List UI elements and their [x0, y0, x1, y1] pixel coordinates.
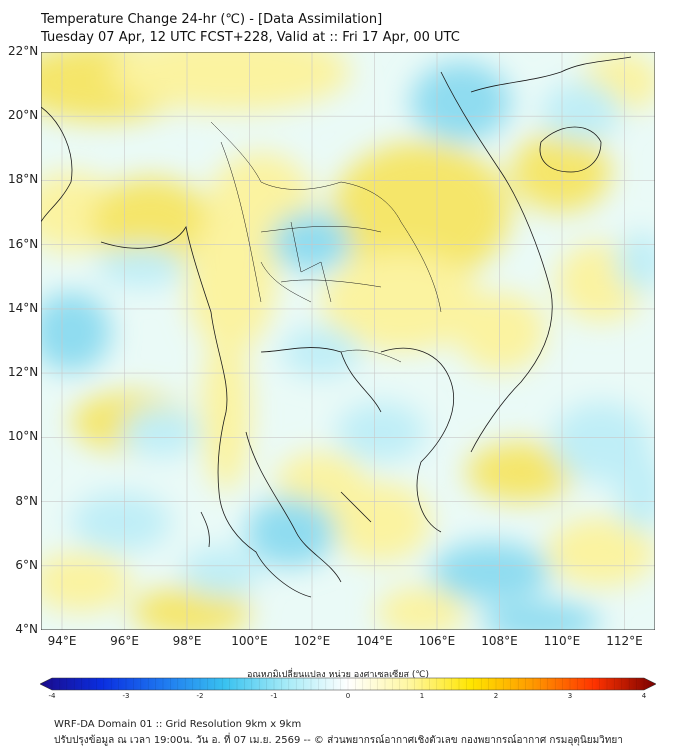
graticule [41, 52, 655, 630]
temperature-change-map [41, 52, 655, 630]
colorbar-tick-label: 1 [419, 692, 425, 700]
lat-tick-label: 4°N [15, 622, 38, 636]
lat-tick-label: 8°N [15, 493, 38, 508]
lon-tick-label: 94°E [47, 634, 77, 648]
colorbar-title: อุณหภูมิเปลี่ยนแปลง หน่วย องศาเซลเซียส (… [246, 670, 430, 680]
lat-tick-label: 6°N [15, 557, 38, 572]
lat-tick-label: 14°N [8, 300, 39, 315]
lat-tick-label: 10°N [8, 429, 39, 444]
footer-model-info: WRF-DA Domain 01 :: Grid Resolution 9km … [54, 719, 302, 730]
lat-tick-label: 18°N [8, 172, 39, 187]
colorbar-ramp [40, 677, 656, 691]
colorbar-ticks [51, 678, 645, 690]
temperature-field [41, 52, 655, 630]
map-title: Temperature Change 24-hr (℃) - [Data Ass… [41, 12, 383, 27]
lat-tick-label: 22°N [8, 44, 39, 58]
colorbar-tick-label: -4 [48, 692, 56, 700]
lon-tick-label: 108°E [481, 634, 518, 648]
lon-tick-label: 96°E [110, 634, 139, 648]
colorbar-tick-label: -2 [196, 692, 204, 700]
lat-tick-label: 12°N [8, 365, 39, 380]
lon-tick-label: 102°E [293, 634, 331, 648]
colorbar-tick-label: -1 [270, 692, 278, 700]
colorbar-tick-label: -3 [122, 692, 130, 700]
colorbar-tick-label: 0 [345, 692, 351, 700]
lat-tick-label: 16°N [8, 236, 39, 251]
lon-tick-label: 106°E [418, 634, 456, 648]
colorbar [40, 677, 656, 691]
lon-tick-label: 112°E [606, 634, 643, 648]
coastlines [41, 56, 632, 598]
colorbar-tick-label: 2 [493, 692, 499, 700]
colorbar-tick-label: 4 [641, 692, 647, 700]
lon-tick-label: 110°E [543, 634, 581, 648]
footer-credit: ปรับปรุงข้อมูล ณ เวลา 19:00น. วัน อ. ที่… [54, 735, 623, 746]
lon-tick-label: 98°E [172, 634, 202, 648]
lat-tick-label: 20°N [8, 108, 39, 123]
map-subtitle: Tuesday 07 Apr, 12 UTC FCST+228, Valid a… [41, 30, 460, 45]
lon-tick-label: 100°E [231, 634, 268, 648]
lon-tick-label: 104°E [356, 634, 393, 648]
colorbar-tick-label: 3 [567, 692, 573, 700]
